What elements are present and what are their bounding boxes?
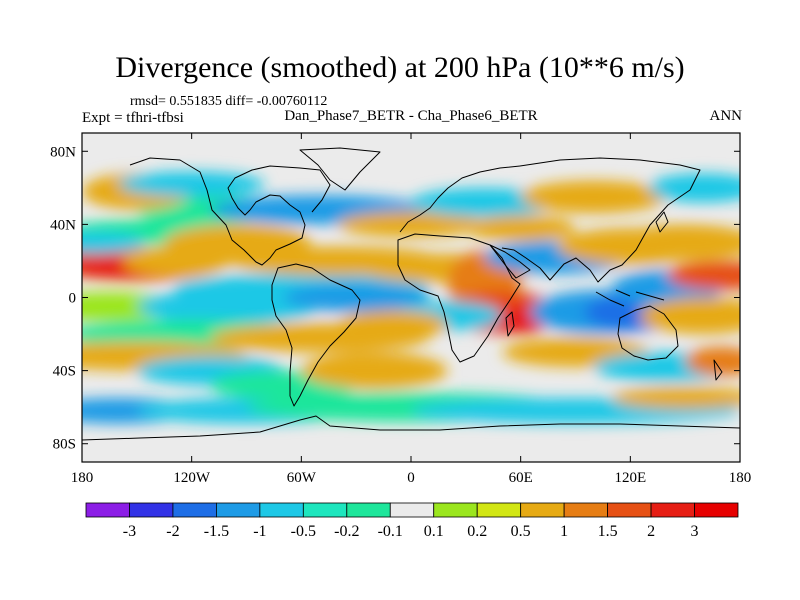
field-contour — [612, 224, 740, 261]
field-contour — [283, 282, 430, 313]
x-tick-label: 60W — [287, 470, 317, 486]
coastline-new-zealand — [713, 359, 723, 381]
x-tick-label: 180 — [729, 470, 752, 486]
field-contour — [337, 211, 485, 238]
x-tick-label: 180 — [71, 470, 94, 486]
colorbar-label: 0.1 — [424, 523, 444, 540]
coastline-north-america — [129, 157, 331, 266]
colorbar-swatch — [172, 502, 217, 518]
colorbar-swatch — [476, 502, 522, 518]
field-contour — [118, 171, 265, 197]
colorbar-label: 0.5 — [511, 523, 531, 540]
colorbar-label: 3 — [691, 523, 699, 540]
colorbar-swatch — [346, 502, 391, 518]
field-contour — [685, 346, 740, 377]
coastline-antarctica — [82, 415, 740, 441]
y-tick-label: 80S — [53, 437, 76, 453]
colorbar-label: 1.5 — [598, 523, 618, 540]
field-contour — [648, 173, 740, 203]
colorbar-swatch — [520, 502, 565, 518]
season-label: ANN — [709, 108, 743, 124]
field-contour — [666, 260, 740, 291]
coastline-madagascar — [505, 311, 515, 337]
field-contour — [411, 187, 558, 218]
colorbar-label: -1 — [253, 523, 266, 540]
coastline-australia — [617, 305, 679, 361]
field-contour — [520, 180, 667, 214]
x-tick-label: 60E — [509, 470, 533, 486]
experiment-label: Expt = tfhri-tfbsi — [82, 110, 184, 126]
x-tick-label: 120E — [614, 470, 646, 486]
colorbar-label: -0.1 — [378, 523, 403, 540]
coastline-asia — [501, 157, 701, 283]
y-tick-label: 0 — [69, 291, 77, 307]
x-tick-label: 120W — [173, 470, 211, 486]
field-contour — [465, 215, 576, 241]
colorbar-label: 1 — [560, 523, 568, 540]
chart-title: Divergence (smoothed) at 200 hPa (10**6 … — [115, 51, 685, 84]
colorbar-swatch — [694, 502, 739, 518]
chart-subtitle: Dan_Phase7_BETR - Cha_Phase6_BETR — [284, 108, 538, 124]
colorbar-swatch — [129, 502, 174, 518]
y-tick-label: 40S — [53, 364, 76, 380]
colorbar-swatch — [302, 502, 348, 518]
coastline-south-america — [271, 263, 361, 407]
colorbar-swatch — [563, 502, 609, 518]
coastline-greenland — [299, 147, 381, 191]
field-contour — [612, 387, 740, 409]
colorbar-swatch — [607, 502, 652, 518]
field-contour — [301, 352, 448, 389]
colorbar-swatch — [433, 502, 478, 518]
colorbar-label: 0.2 — [467, 523, 487, 540]
colorbar-label: -0.2 — [334, 523, 359, 540]
colorbar-swatch — [85, 502, 130, 518]
colorbar-label: -3 — [123, 523, 136, 540]
map-field — [82, 133, 740, 462]
y-tick-label: 40N — [50, 217, 76, 233]
coastline-arabia — [489, 244, 531, 279]
coastline-africa — [397, 233, 521, 363]
y-tick-label: 80N — [50, 144, 76, 160]
field-contour — [639, 297, 740, 335]
colorbar-swatch — [259, 502, 304, 518]
field-contour — [82, 231, 146, 254]
field-contour — [337, 310, 448, 340]
colorbar-label: 2 — [647, 523, 655, 540]
colorbar-label: -0.5 — [291, 523, 316, 540]
coastline-japan — [655, 211, 669, 233]
coastline-indonesia — [595, 289, 665, 307]
colorbar-swatch — [389, 502, 435, 518]
colorbar-swatch — [215, 502, 261, 518]
stats-label: rmsd= 0.551835 diff= -0.00760112 — [130, 94, 328, 109]
x-tick-label: 0 — [407, 470, 415, 486]
coastline-europe — [399, 165, 521, 233]
colorbar-label: -1.5 — [204, 523, 229, 540]
colorbar-label: -2 — [166, 523, 179, 540]
colorbar-swatch — [650, 502, 695, 518]
